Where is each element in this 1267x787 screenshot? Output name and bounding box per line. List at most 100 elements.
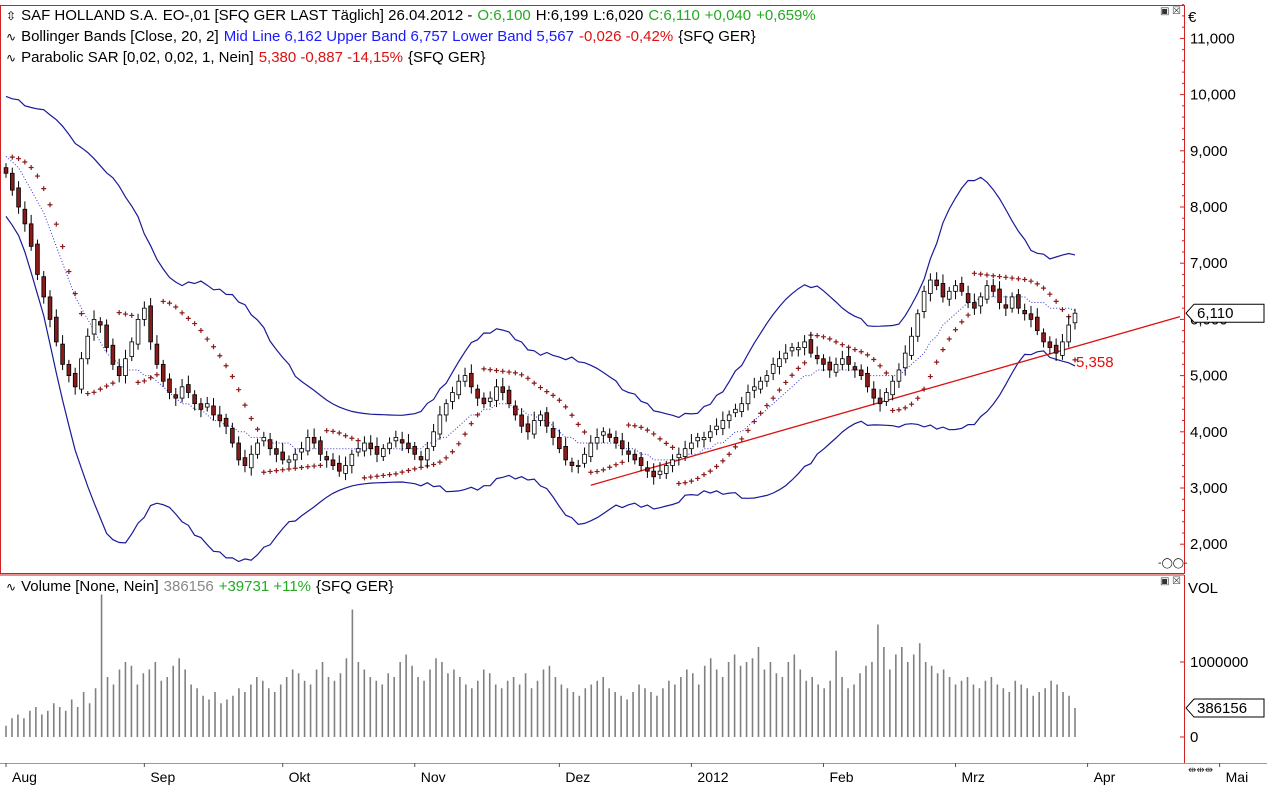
sar-dot (758, 410, 764, 416)
candle-body (840, 358, 845, 365)
sar-dot (374, 473, 380, 479)
candle-body (500, 386, 506, 393)
candle-body (582, 453, 587, 464)
candle-body (123, 358, 128, 376)
sar-dot (795, 365, 801, 371)
candle-body (374, 446, 380, 455)
candle-body (531, 420, 537, 435)
candle-body (135, 318, 141, 345)
sar-dot (211, 344, 217, 350)
candle-body (1003, 304, 1009, 309)
time-tick-label: Mrz (962, 769, 985, 785)
candle-body (808, 339, 814, 354)
candle-body (896, 369, 902, 382)
sar-dot (732, 444, 738, 450)
sar-dot (877, 363, 883, 369)
candle-body (387, 442, 392, 450)
candle-body (160, 363, 166, 382)
sar-dot (751, 419, 757, 425)
sar-dot (173, 304, 179, 310)
sar-dot (361, 475, 367, 481)
sar-dot (953, 327, 959, 333)
sar-dot (745, 428, 751, 434)
bollinger-lower-band (5, 216, 1076, 563)
sar-dot (154, 372, 160, 378)
candle-body (770, 363, 776, 374)
sar-dot (141, 378, 147, 384)
sar-dot (607, 464, 613, 470)
candle-body (575, 465, 581, 467)
sar-dot (217, 353, 223, 359)
volume-change: +39731 +11% (218, 578, 312, 595)
candle-body (978, 296, 983, 307)
bollinger-header: ∿ Bollinger Bands [Close, 20, 2] Mid Line … (6, 28, 761, 46)
sar-dot (236, 387, 242, 393)
panel-minimize-icon[interactable]: ▣ (1160, 6, 1170, 17)
candle-body (752, 386, 757, 391)
price-tick-label: 11,000 (1190, 30, 1235, 47)
sar-dot (1053, 298, 1059, 304)
candle-body (305, 437, 311, 452)
candle-body (47, 296, 53, 320)
volume-header: ∿ Volume [None, Nein] 386156 +39731 +11% {SF… (6, 578, 399, 596)
instrument-code: EO-,01 [SFQ GER LAST Täglich] 26.04.2012… (162, 7, 473, 24)
candle-body (381, 448, 386, 457)
sar-values: 5,380 -0,887 -14,15% (258, 49, 403, 66)
candle-body (418, 456, 424, 461)
sar-dot (997, 274, 1003, 280)
candle-body (242, 457, 248, 466)
candle-body (299, 448, 304, 453)
sar-dot (1059, 307, 1065, 313)
sar-dot (267, 468, 273, 474)
candle-body (286, 459, 292, 463)
candle-body (450, 392, 455, 402)
candle-body (619, 440, 625, 450)
candle-body (179, 386, 185, 399)
sar-dot (47, 202, 53, 208)
zoom-handle-icon: -◯◯- (1158, 558, 1188, 569)
parabolic-sar (9, 154, 1078, 487)
sar-dot (600, 467, 606, 473)
candle-body (274, 448, 279, 455)
candle-body (72, 372, 78, 388)
candle-body (538, 414, 543, 421)
sar-dot (305, 464, 311, 470)
sar-dot (311, 463, 317, 469)
time-tick-label: 2012 (697, 769, 728, 785)
bollinger-bands (5, 95, 1076, 563)
candle-body (695, 437, 700, 442)
candle-body (393, 437, 399, 442)
candle-body (796, 347, 801, 351)
sar-dot (28, 164, 34, 170)
time-tick-label: Sep (150, 769, 175, 785)
candle-body (104, 324, 109, 348)
candle-body (657, 470, 663, 475)
sar-dot (185, 315, 191, 321)
candle-body (349, 453, 355, 466)
candle-body (588, 442, 594, 457)
sar-dot (764, 403, 770, 409)
panel-close-icon[interactable]: ☒ (1172, 6, 1181, 17)
sar-dot (481, 366, 487, 372)
candle-body (267, 439, 273, 450)
sar-dot (695, 475, 701, 481)
sar-dot (53, 221, 59, 227)
panel-minimize-icon[interactable]: ▣ (1160, 576, 1170, 587)
candle-body (739, 403, 744, 412)
sar-dot (858, 349, 864, 355)
candle-body (601, 431, 606, 436)
low-value: L:6,020 (593, 7, 644, 24)
candle-body (311, 437, 317, 444)
candle-body (337, 462, 342, 472)
candle-body (915, 313, 921, 337)
candle-body (41, 276, 47, 298)
sar-dot (525, 375, 531, 381)
sar-dot (563, 404, 569, 410)
sar-dot (538, 385, 543, 391)
candle-body (626, 450, 631, 455)
panel-close-icon[interactable]: ☒ (1172, 576, 1181, 587)
sar-dot (871, 356, 877, 362)
sar-dot (1041, 285, 1047, 291)
scroll-arrows-icon[interactable]: ⇹⇹⇹ (1188, 765, 1214, 776)
